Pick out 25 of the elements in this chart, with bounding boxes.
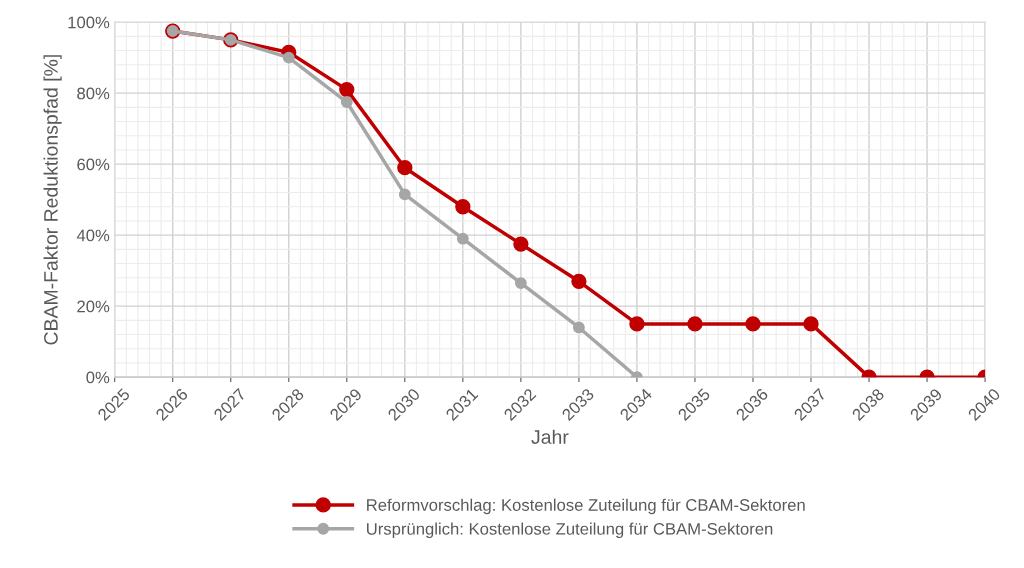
point (397, 160, 413, 176)
point (571, 273, 587, 289)
point (339, 81, 355, 98)
point (398, 188, 411, 201)
point (803, 316, 819, 332)
y-tick-label: 80% (77, 87, 110, 100)
point (572, 321, 585, 334)
y-axis-title: CBAM-Faktor Reduktionspfad [%] (43, 55, 62, 345)
y-tick-label: 40% (76, 229, 110, 242)
point (687, 316, 703, 332)
y-tick-label: 100% (68, 16, 110, 29)
x-axis-title: Jahr (531, 429, 569, 444)
y-tick-label: 0% (86, 371, 110, 384)
y-tick-label: 20% (77, 300, 110, 313)
legend-label: Ursprünglich: Kostenlose Zuteilung für CBAM-Sektoren (367, 522, 773, 539)
legend-label: Reformvorschlag: Kostenlose Zuteilung für CBAM-Sektoren (367, 498, 805, 515)
point (340, 96, 353, 108)
y-tick-label: 60% (77, 158, 110, 171)
point (745, 316, 761, 332)
point (282, 51, 295, 64)
point (629, 316, 645, 332)
point (455, 199, 471, 215)
point (513, 236, 529, 252)
point (456, 232, 469, 245)
point (514, 277, 527, 289)
